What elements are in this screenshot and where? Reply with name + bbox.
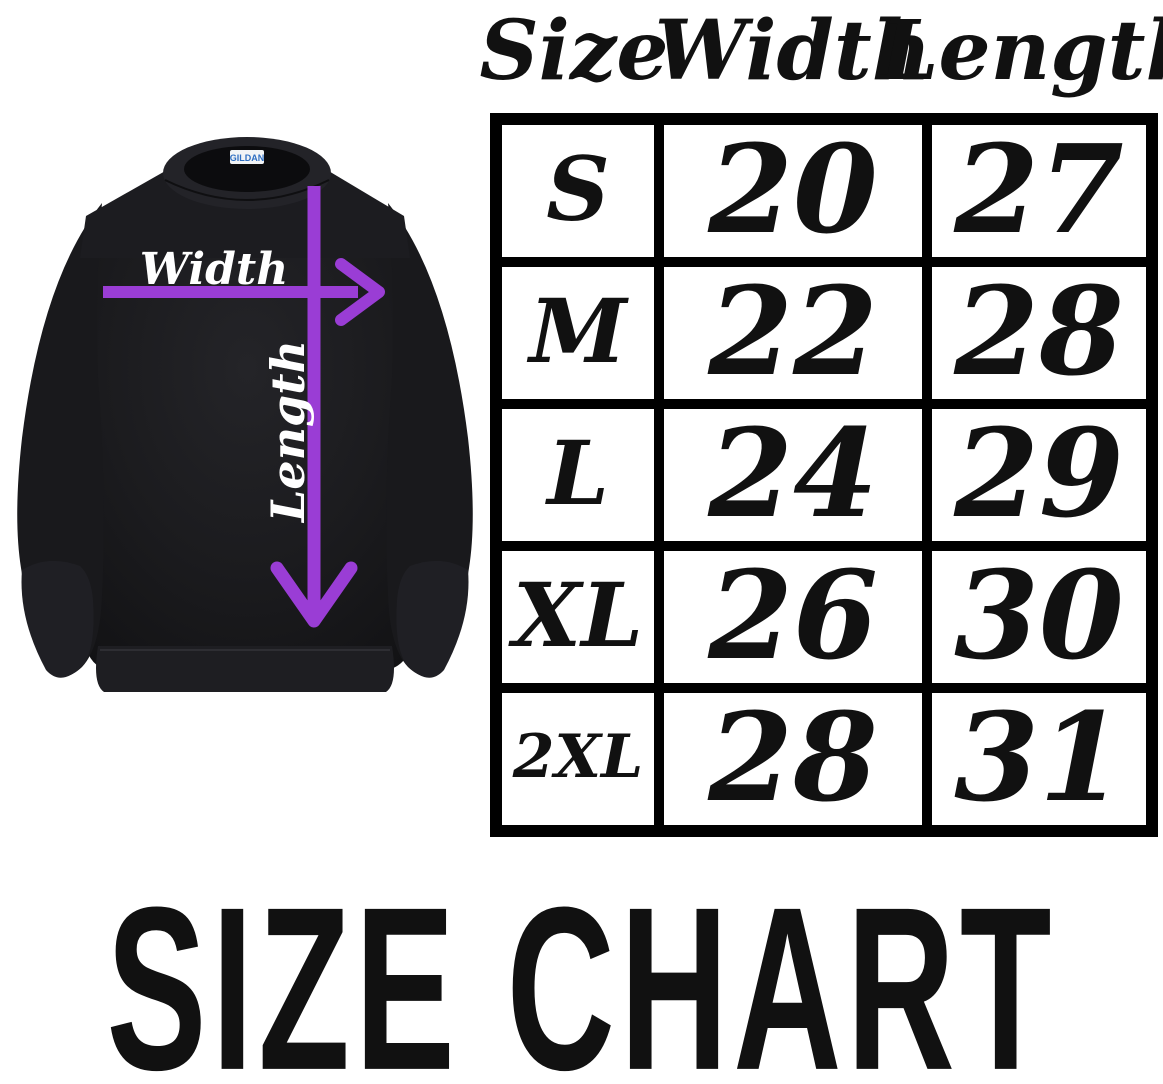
length-arrow-label: Length	[261, 340, 315, 524]
table-cell-size-l: L	[502, 409, 654, 541]
table-cell-size-m: M	[502, 267, 654, 399]
table-cell-size-xl: XL	[502, 551, 654, 683]
table-cell-width-2xl: 28	[664, 693, 922, 825]
sweatshirt-waistband	[96, 646, 394, 692]
right-cuff	[396, 560, 469, 678]
column-header-size: Size	[479, 3, 669, 99]
table-cell-width-xl: 26	[664, 551, 922, 683]
table-cell-width-l: 24	[664, 409, 922, 541]
size-table: S 20 27 M 22 28 L 24 29 XL 26 30 2XL 28 …	[490, 113, 1158, 837]
table-cell-length-l: 29	[932, 409, 1146, 541]
column-header-length: Length	[880, 3, 1163, 99]
table-cell-length-2xl: 31	[932, 693, 1146, 825]
left-cuff	[21, 560, 94, 678]
table-cell-length-m: 28	[932, 267, 1146, 399]
table-cell-width-s: 20	[664, 125, 922, 257]
length-arrow	[270, 186, 358, 628]
page-title: SIZE CHART	[106, 858, 1057, 1084]
table-cell-size-s: S	[502, 125, 654, 257]
column-header-width: Width	[654, 3, 932, 99]
table-cell-width-m: 22	[664, 267, 922, 399]
width-arrow-label: Width	[140, 244, 288, 295]
table-cell-length-xl: 30	[932, 551, 1146, 683]
neck-opening	[184, 146, 310, 192]
table-cell-size-2xl: 2XL	[502, 693, 654, 825]
sweatshirt-torso	[82, 206, 412, 670]
sweatshirt-right-sleeve	[386, 203, 473, 677]
brand-tag-text: GILDAN	[230, 153, 265, 163]
table-cell-length-s: 27	[932, 125, 1146, 257]
sweatshirt-left-sleeve	[17, 203, 104, 677]
sweatshirt-image: GILDAN Width Length	[17, 137, 473, 692]
brand-tag	[230, 150, 264, 164]
